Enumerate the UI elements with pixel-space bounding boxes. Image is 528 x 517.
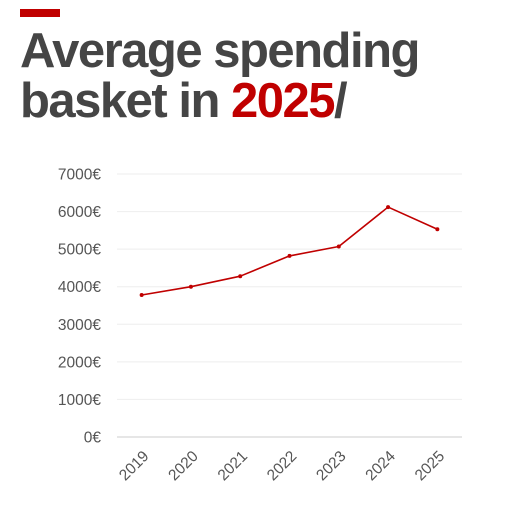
data-point <box>238 274 243 279</box>
title-suffix: / <box>334 74 348 128</box>
data-point <box>287 253 292 258</box>
data-point <box>435 227 440 232</box>
x-tick-label: 2019 <box>116 448 152 484</box>
data-point <box>139 292 144 297</box>
y-tick-label: 5000€ <box>58 242 101 259</box>
x-tick-label: 2025 <box>412 448 448 484</box>
y-tick-label: 4000€ <box>58 279 101 296</box>
x-tick-label: 2020 <box>165 448 202 485</box>
data-point <box>188 284 193 289</box>
y-tick-label: 6000€ <box>58 204 101 221</box>
y-axis-tick-labels: 0€ 1000€ 2000€ 3000€ 4000€ 5000€ 6000€ 7000€ <box>58 167 101 447</box>
data-point <box>386 205 391 210</box>
y-tick-label: 7000€ <box>58 167 101 184</box>
series-layer <box>139 205 440 297</box>
y-tick-label: 0€ <box>84 430 102 447</box>
grid-lines <box>117 173 462 400</box>
page-title: Average spending basket in 2025/ <box>20 24 420 128</box>
x-axis-tick-labels: 2019 2020 2021 2022 2023 2024 2025 <box>116 448 448 485</box>
x-tick-label: 2023 <box>313 448 349 484</box>
series-line <box>141 206 438 296</box>
x-tick-label: 2021 <box>215 448 251 484</box>
y-tick-label: 1000€ <box>58 392 101 409</box>
data-point <box>336 244 341 249</box>
title-highlight-year: 2025 <box>231 74 336 128</box>
title-line-1: Average spending <box>20 24 420 78</box>
y-tick-label: 3000€ <box>58 317 101 334</box>
accent-bar <box>20 9 60 17</box>
x-tick-label: 2024 <box>362 448 399 485</box>
x-tick-label: 2022 <box>264 448 300 484</box>
y-tick-label: 2000€ <box>58 354 101 371</box>
line-chart: 0€ 1000€ 2000€ 3000€ 4000€ 5000€ 6000€ 7000€ 20… <box>58 167 462 485</box>
title-line-2-prefix: basket in <box>20 74 232 128</box>
